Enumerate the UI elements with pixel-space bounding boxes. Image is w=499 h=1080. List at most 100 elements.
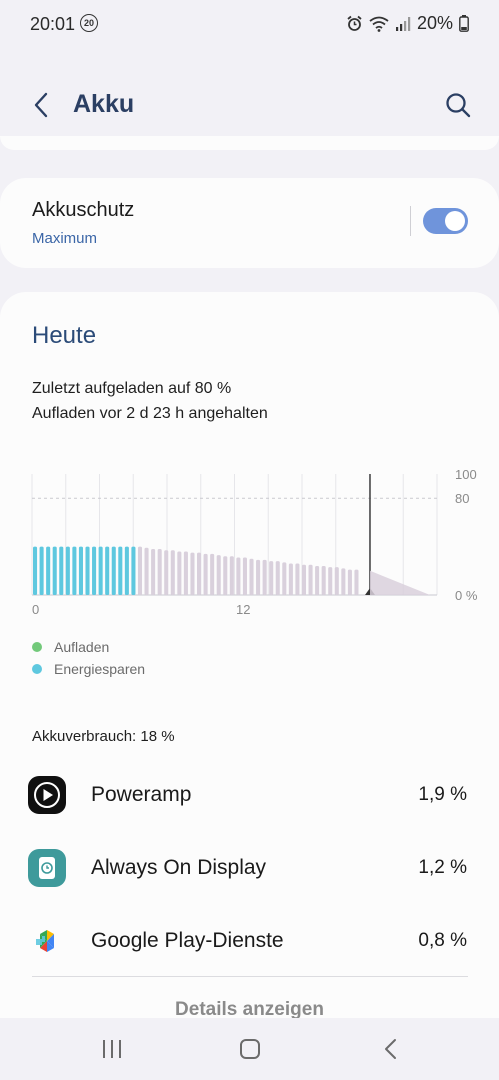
chart-legend: Aufladen Energiesparen [32, 637, 145, 681]
chart-bar [190, 552, 195, 595]
legend-label-charging: Aufladen [54, 639, 110, 655]
battery-usage-label: Akkuverbrauch: 18 % [32, 728, 175, 745]
chart-bar [249, 558, 254, 595]
chart-bar [288, 563, 293, 595]
battery-protection-card[interactable]: Akkuschutz Maximum [0, 178, 499, 268]
chart-bar [242, 557, 247, 595]
app-header: Akku [0, 70, 499, 140]
chart-bar [118, 546, 123, 595]
legend-item-energy-saving: Energiesparen [32, 659, 145, 679]
always-on-display-icon [28, 849, 66, 887]
navigation-bar [0, 1018, 499, 1080]
chart-bar [131, 546, 136, 595]
battery-level-chart[interactable]: 100 80 0 % 0 12 [0, 462, 499, 622]
chart-bar [85, 546, 90, 595]
chart-bar [354, 569, 359, 595]
app-percent: 0,8 % [418, 930, 467, 951]
legend-dot-charging [32, 642, 42, 652]
legend-label-energy-saving: Energiesparen [54, 661, 146, 677]
chart-bar [203, 553, 208, 595]
app-name: Google Play-Dienste [91, 929, 284, 952]
home-icon [240, 1039, 260, 1059]
app-name: Poweramp [91, 783, 192, 806]
toggle-divider [410, 206, 411, 236]
battery-protection-mode: Maximum [32, 230, 98, 247]
chart-bar [216, 555, 221, 595]
back-arrow-icon [34, 92, 48, 118]
back-button[interactable] [26, 88, 60, 122]
chart-bar [236, 557, 241, 595]
battery-percent: 20% [416, 13, 453, 33]
today-title: Heute [32, 322, 97, 349]
chart-bar [137, 546, 143, 595]
app-percent: 1,9 % [418, 784, 467, 805]
chart-bar [223, 556, 228, 595]
battery-protection-title: Akkuschutz [32, 199, 135, 221]
chart-bar [295, 563, 300, 595]
status-bar: 20:01 20 20% [0, 0, 499, 50]
chart-bar [124, 546, 129, 595]
notification-badge: 20 [80, 14, 98, 32]
chart-bar [256, 559, 261, 595]
chart-bar [197, 552, 202, 595]
recent-apps-icon [103, 1040, 121, 1058]
chart-bar [59, 546, 64, 595]
chart-bar [78, 546, 83, 595]
battery-icon [459, 15, 469, 32]
chart-bar [282, 562, 287, 595]
chart-bar [341, 568, 346, 595]
chart-bar [111, 546, 116, 595]
chart-bar [105, 546, 110, 595]
chart-bar [315, 565, 320, 595]
wifi-icon [369, 16, 389, 32]
poweramp-icon [28, 776, 66, 814]
nav-back-button[interactable] [376, 1036, 406, 1062]
legend-dot-energy-saving [32, 664, 42, 674]
google-play-services-icon [36, 930, 54, 952]
back-icon [385, 1039, 396, 1059]
app-percent: 1,2 % [418, 857, 467, 878]
chart-forecast-area [370, 570, 430, 595]
chart-y-tick-label: 80 [455, 491, 469, 506]
chart-bar [308, 564, 313, 595]
home-button[interactable] [235, 1036, 265, 1062]
previous-card-edge [0, 136, 499, 150]
toggle-knob [445, 211, 465, 231]
chart-bar [46, 546, 51, 595]
chart-bar [269, 561, 274, 595]
chart-y-tick-label: 0 % [455, 588, 478, 603]
legend-item-charging: Aufladen [32, 637, 145, 657]
chart-bar [33, 546, 38, 595]
chart-bar [39, 546, 44, 595]
app-row-always-on-display[interactable]: Always On Display 1,2 % [0, 837, 499, 897]
last-charged-text: Zuletzt aufgeladen auf 80 % [32, 380, 232, 397]
alarm-icon [347, 15, 362, 31]
chart-bar [177, 551, 182, 595]
recent-apps-button[interactable] [97, 1036, 127, 1062]
chart-bar [321, 565, 326, 595]
search-icon [446, 93, 471, 118]
chart-y-tick-label: 100 [455, 467, 477, 482]
chart-bar [164, 550, 169, 595]
search-button[interactable] [441, 88, 475, 122]
chart-bar [65, 546, 70, 595]
signal-icon [395, 16, 411, 31]
status-time: 20:01 [30, 14, 76, 34]
app-name: Always On Display [91, 856, 267, 879]
chart-x-tick-label: 0 [32, 602, 39, 617]
list-divider [32, 976, 468, 977]
app-row-google-play-services[interactable]: Google Play-Dienste 0,8 % [0, 910, 499, 970]
chart-bar [328, 567, 333, 595]
chart-bar [301, 564, 307, 595]
chart-x-tick-label: 12 [236, 602, 250, 617]
charging-paused-text: Aufladen vor 2 d 23 h angehalten [32, 405, 268, 422]
page-title: Akku [73, 90, 135, 118]
chart-bar [144, 547, 149, 595]
details-button[interactable]: Details anzeigen [175, 999, 324, 1020]
chart-bar [157, 549, 162, 595]
today-card: Heute Zuletzt aufgeladen auf 80 % Auflad… [0, 292, 499, 1052]
chart-bar [92, 546, 97, 595]
status-icons: 20% [346, 13, 469, 34]
battery-protection-toggle[interactable] [423, 208, 468, 234]
app-row-poweramp[interactable]: Poweramp 1,9 % [0, 764, 499, 824]
